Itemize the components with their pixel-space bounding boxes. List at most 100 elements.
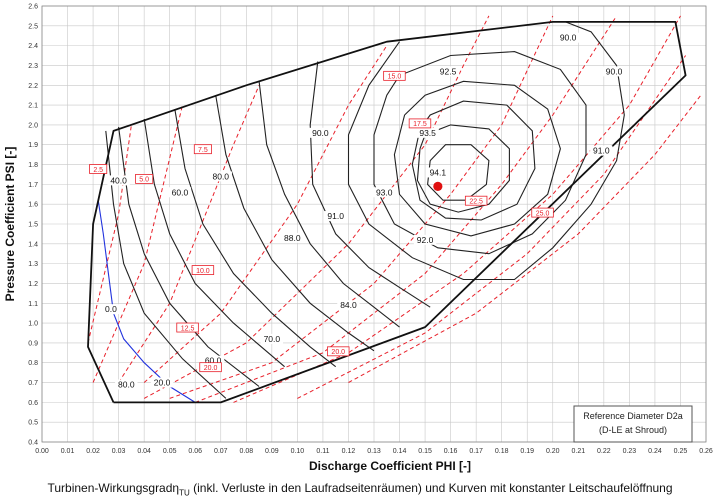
y-tick-label: 0.5	[28, 420, 38, 427]
x-tick-label: 0.03	[112, 448, 126, 455]
x-tick-label: 0.18	[495, 448, 509, 455]
caption-eta-symbol: η	[172, 481, 180, 495]
efficiency-contour	[143, 118, 285, 368]
y-tick-label: 1.7	[28, 182, 38, 189]
efficiency-label: 90.0	[312, 128, 329, 138]
guide-vane-label-box	[327, 346, 350, 357]
efficiency-label-bg	[436, 66, 460, 77]
y-tick-label: 2.1	[28, 103, 38, 110]
y-tick-label: 0.7	[28, 380, 38, 387]
y-tick-label: 1.5	[28, 222, 38, 229]
y-tick-label: 0.4	[28, 440, 38, 447]
efficiency-map-chart: 0.00 0.01 0.02 0.03 0.04 0.05 0.06 0.07 0.08 0.09…	[3, 4, 713, 474]
guide-vane-label: 12.5	[181, 325, 195, 332]
guide-vane-label: 2.5	[93, 167, 103, 174]
efficiency-label: 40.0	[110, 175, 127, 185]
guide-vane-line	[118, 85, 260, 383]
efficiency-label-bg	[281, 232, 304, 243]
x-tick-label: 0.07	[214, 448, 228, 455]
efficiency-label: 92.5	[440, 66, 457, 76]
efficiency-contour	[373, 51, 587, 255]
y-tick-label: 2.4	[28, 43, 38, 50]
efficiency-contour	[427, 144, 490, 201]
guide-vane-label: 10.0	[196, 268, 210, 275]
efficiency-label: 84.0	[340, 300, 357, 310]
guide-vane-label-box	[89, 164, 108, 174]
x-tick-label: 0.09	[265, 448, 279, 455]
x-tick-label: 0.23	[623, 448, 637, 455]
y-tick-label: 1.0	[28, 321, 38, 328]
guide-vane-line	[92, 104, 183, 383]
y-tick-label: 0.6	[28, 400, 38, 407]
efficiency-label-bg	[602, 66, 626, 77]
efficiency-contour	[347, 21, 625, 281]
grid	[41, 5, 707, 443]
operating-boundary-line	[87, 21, 687, 404]
efficiency-contour	[105, 130, 227, 399]
guide-vane-label-box	[383, 70, 406, 81]
guide-vane-label: 20.0	[204, 365, 218, 372]
guide-vane-label-box	[199, 362, 222, 373]
efficiency-label: 92.0	[417, 235, 434, 245]
x-axis-label: Discharge Coefficient PHI [-]	[309, 459, 471, 473]
x-tick-label: 0.12	[342, 448, 356, 455]
x-tick-label: 0.21	[571, 448, 585, 455]
y-tick-label: 1.8	[28, 162, 38, 169]
guide-vane-label-box	[135, 173, 154, 184]
guide-vane-label: 25.0	[536, 210, 550, 217]
y-tick-label: 0.8	[28, 360, 38, 367]
x-tick-label: 0.00	[35, 448, 49, 455]
efficiency-contour	[97, 200, 196, 403]
guide-vane-label: 17.5	[413, 121, 427, 128]
efficiency-label-bg	[324, 211, 347, 222]
efficiency-label-bg	[201, 355, 225, 366]
x-tick-label: 0.04	[137, 448, 151, 455]
x-tick-label: 0.19	[520, 448, 534, 455]
y-tick-label: 1.2	[28, 281, 38, 288]
y-tick-label: 1.1	[28, 301, 38, 308]
guide-vane-label-box	[408, 118, 432, 129]
efficiency-label: 80.0	[118, 380, 135, 390]
efficiency-label: 60.0	[205, 356, 222, 366]
guide-vane-label-box	[176, 322, 199, 333]
axes: 0.00 0.01 0.02 0.03 0.04 0.05 0.06 0.07 0.08 0.09…	[28, 4, 713, 456]
efficiency-label: 91.0	[327, 211, 344, 221]
guide-vane-line	[169, 15, 554, 399]
x-tick-label: 0.17	[469, 448, 483, 455]
guide-vane-label-box	[191, 265, 215, 275]
guide-vane-lines	[87, 15, 702, 403]
guide-vane-label-box	[193, 144, 212, 155]
efficiency-label-bg	[556, 32, 580, 43]
efficiency-label: 93.5	[419, 128, 436, 138]
x-tick-label: 0.15	[418, 448, 432, 455]
y-tick-label: 1.6	[28, 202, 38, 209]
reference-box-line-1: Reference Diameter D2a	[583, 411, 683, 421]
guide-vane-label: 20.0	[331, 349, 345, 356]
reference-diameter-box: Reference Diameter D2a (D-LE at Shroud)	[573, 405, 693, 443]
efficiency-label-bg	[107, 175, 130, 186]
efficiency-label: 93.0	[376, 187, 393, 197]
y-tick-label: 2.2	[28, 83, 38, 90]
efficiency-label: 70.0	[264, 334, 281, 344]
efficiency-contour	[411, 100, 536, 221]
efficiency-label-bg	[260, 333, 284, 344]
efficiency-label: 91.0	[593, 146, 610, 156]
x-tick-label: 0.01	[61, 448, 75, 455]
efficiency-label-bg	[426, 167, 450, 178]
efficiency-label-bg	[413, 234, 437, 245]
x-tick-label: 0.20	[546, 448, 560, 455]
efficiency-label-bg	[309, 127, 332, 138]
efficiency-label: 80.0	[212, 171, 229, 181]
x-tick-label: 0.02	[86, 448, 100, 455]
guide-vane-line	[233, 15, 681, 403]
efficiency-contour	[118, 126, 260, 387]
guide-vane-line	[87, 124, 132, 344]
x-tick-label: 0.25	[674, 448, 688, 455]
efficiency-label-bg	[373, 187, 396, 198]
x-tick-label: 0.13	[367, 448, 381, 455]
efficiency-label-bg	[168, 187, 192, 198]
efficiency-label-bg	[102, 304, 120, 315]
y-tick-label: 1.9	[28, 142, 38, 149]
x-tick-label: 0.14	[393, 448, 407, 455]
y-tick-label: 2.3	[28, 63, 38, 70]
